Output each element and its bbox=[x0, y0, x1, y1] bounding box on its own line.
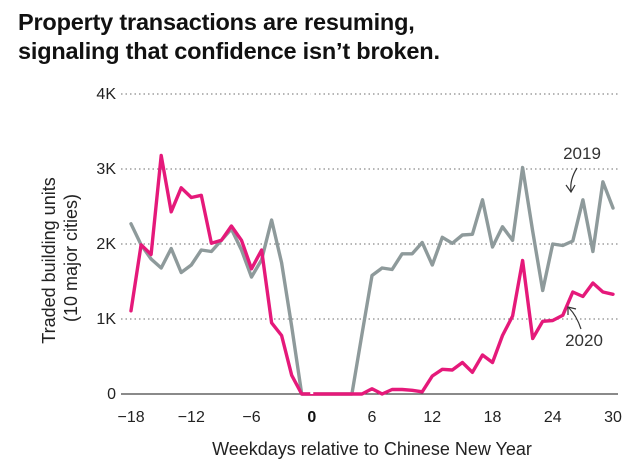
series-annotation-2020: 2020 bbox=[565, 331, 603, 350]
annotation-leader-2019 bbox=[570, 167, 578, 192]
y-axis-label-line-1: Traded building units bbox=[39, 177, 59, 343]
y-tick-label: 0 bbox=[107, 386, 116, 403]
x-tick-label: −12 bbox=[178, 409, 205, 426]
x-axis-label: Weekdays relative to Chinese New Year bbox=[212, 439, 532, 459]
x-tick-label: 6 bbox=[368, 409, 377, 426]
x-tick-label: 12 bbox=[423, 409, 441, 426]
x-tick-label: 30 bbox=[604, 409, 622, 426]
annotation-leader-2020 bbox=[568, 307, 582, 330]
y-axis-label: Traded building units (10 major cities) bbox=[39, 172, 81, 343]
series-annotations: 2019 2020 bbox=[563, 144, 603, 350]
y-tick-label: 4K bbox=[96, 86, 116, 103]
x-tick-labels: −18 −12 −6 0 6 12 18 24 30 bbox=[117, 409, 622, 426]
series-lines bbox=[129, 153, 615, 396]
x-tick-label: 0 bbox=[307, 409, 316, 426]
chart-title-line-2: signaling that confidence isn’t broken. bbox=[18, 38, 440, 64]
x-tick-label: 24 bbox=[544, 409, 562, 426]
series-line-2020 bbox=[129, 153, 615, 396]
series-line-2019 bbox=[129, 165, 615, 396]
y-tick-label: 1K bbox=[96, 311, 116, 328]
y-tick-label: 3K bbox=[96, 161, 116, 178]
series-annotation-2019: 2019 bbox=[563, 144, 601, 163]
x-tick-label: −6 bbox=[242, 409, 260, 426]
annotation-arrow-icon-2020 bbox=[567, 306, 577, 315]
chart-title: Property transactions are resuming, sign… bbox=[18, 8, 618, 66]
y-tick-labels: 0 1K 2K 3K 4K bbox=[96, 86, 116, 403]
annotation-arrow-icon-2019 bbox=[565, 184, 576, 194]
x-tick-label: −18 bbox=[117, 409, 144, 426]
y-tick-label: 2K bbox=[96, 236, 116, 253]
chart-title-line-1: Property transactions are resuming, bbox=[18, 9, 415, 35]
y-axis-label-line-2: (10 major cities) bbox=[61, 194, 81, 322]
x-tick-label: 18 bbox=[484, 409, 502, 426]
